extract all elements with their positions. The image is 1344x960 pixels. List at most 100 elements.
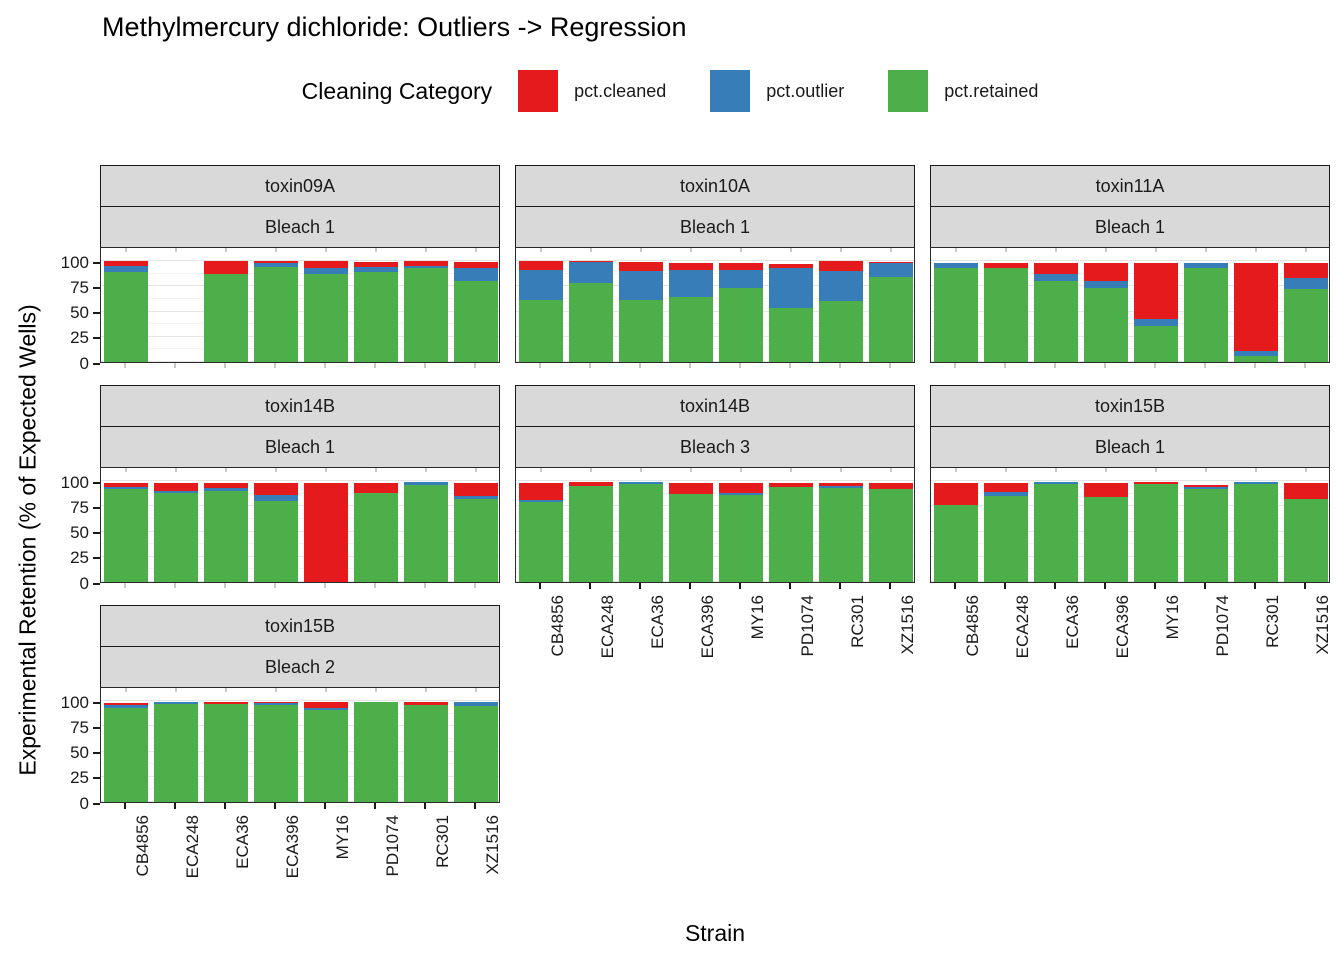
segment-retained-ECA36 — [619, 484, 663, 582]
gridline-minor — [516, 323, 914, 325]
segment-outlier-XZ1516 — [869, 263, 913, 278]
segment-cleaned-ECA248 — [569, 482, 613, 487]
segment-cleaned-ECA396 — [669, 483, 713, 495]
facet-strip-bleach: Bleach 1 — [100, 426, 500, 468]
gridline-minor — [931, 323, 1329, 325]
bar-XZ1516 — [454, 483, 498, 582]
segment-retained-XZ1516 — [1284, 289, 1328, 362]
facet-panel — [930, 467, 1330, 583]
gridline-minor — [931, 517, 1329, 519]
x-tick-label-RC301: RC301 — [848, 595, 867, 648]
segment-cleaned-ECA396 — [1084, 483, 1128, 498]
segment-outlier-ECA396 — [254, 263, 298, 268]
bar-RC301 — [404, 482, 448, 582]
minor-tick-top — [955, 248, 957, 252]
bar-RC301 — [404, 702, 448, 802]
minor-tick-top — [125, 688, 127, 692]
x-tick-label-CB4856: CB4856 — [963, 595, 982, 657]
segment-outlier-MY16 — [304, 268, 348, 275]
bar-RC301 — [819, 261, 863, 362]
segment-retained-ECA36 — [619, 300, 663, 362]
facet-panel — [515, 247, 915, 363]
y-tick — [93, 261, 100, 264]
minor-tick-top — [225, 248, 227, 252]
bar-ECA36 — [204, 483, 248, 582]
segment-cleaned-PD1074 — [354, 483, 398, 494]
y-tick — [93, 802, 100, 805]
y-tick-label-25: 25 — [70, 768, 89, 788]
x-tick-label-XZ1516: XZ1516 — [483, 815, 502, 875]
segment-cleaned-ECA36 — [204, 702, 248, 705]
minor-tick-top — [1255, 248, 1257, 252]
x-tick — [789, 363, 791, 368]
legend-item-cleaned: pct.cleaned — [518, 70, 666, 112]
segment-outlier-ECA396 — [669, 270, 713, 298]
gridline-major — [101, 505, 499, 507]
facet-strip-bleach: Bleach 3 — [515, 426, 915, 468]
gridline-minor — [931, 297, 1329, 299]
bar-ECA248 — [154, 483, 198, 582]
gridline-minor — [101, 297, 499, 299]
segment-retained-ECA396 — [254, 501, 298, 582]
x-tick — [1104, 583, 1106, 589]
bar-MY16 — [304, 483, 348, 582]
x-tick — [124, 583, 126, 588]
segment-cleaned-ECA396 — [254, 261, 298, 264]
x-tick-label-RC301: RC301 — [1263, 595, 1282, 648]
segment-retained-MY16 — [304, 274, 348, 362]
segment-cleaned-ECA396 — [254, 702, 298, 704]
segment-retained-XZ1516 — [869, 277, 913, 362]
minor-tick-top — [125, 468, 127, 472]
bar-ECA36 — [1034, 263, 1078, 362]
segment-cleaned-ECA36 — [619, 262, 663, 272]
x-tick-label-ECA36: ECA36 — [1063, 595, 1082, 649]
bar-ECA36 — [204, 261, 248, 362]
bar-PD1074 — [1184, 485, 1228, 582]
segment-outlier-CB4856 — [519, 270, 563, 301]
facet-toxin14B-bleach-1: toxin14B Bleach 1 — [100, 385, 500, 583]
plot-title: Methylmercury dichloride: Outliers -> Re… — [102, 12, 687, 42]
segment-outlier-MY16 — [1134, 318, 1178, 326]
facet-strip-toxin: toxin11A — [930, 165, 1330, 207]
segment-retained-ECA396 — [669, 297, 713, 362]
x-tick — [1154, 363, 1156, 368]
segment-cleaned-MY16 — [304, 702, 348, 709]
gridline-major — [516, 285, 914, 287]
bar-CB4856 — [934, 263, 978, 362]
segment-retained-CB4856 — [934, 505, 978, 582]
segment-outlier-RC301 — [819, 271, 863, 302]
segment-outlier-ECA396 — [1084, 281, 1128, 289]
minor-tick-top — [375, 248, 377, 252]
segment-cleaned-PD1074 — [354, 262, 398, 268]
minor-tick-top — [890, 248, 892, 252]
minor-tick-top — [640, 468, 642, 472]
gridline-major — [931, 480, 1329, 481]
segment-outlier-RC301 — [1234, 350, 1278, 356]
segment-outlier-ECA248 — [984, 492, 1028, 497]
x-tick — [839, 363, 841, 368]
segment-cleaned-RC301 — [819, 483, 863, 487]
x-tick — [374, 583, 376, 588]
minor-tick-top — [325, 248, 327, 252]
minor-tick-top — [425, 248, 427, 252]
gridline-major — [931, 361, 1329, 362]
gridline-minor — [101, 712, 499, 714]
minor-tick-top — [425, 688, 427, 692]
x-tick — [474, 583, 476, 588]
x-tick — [539, 583, 541, 589]
gridline-minor — [931, 543, 1329, 545]
segment-outlier-RC301 — [819, 486, 863, 489]
minor-tick-top — [1105, 248, 1107, 252]
y-tick — [93, 582, 100, 585]
segment-retained-XZ1516 — [1284, 499, 1328, 582]
minor-tick-top — [1205, 248, 1207, 252]
segment-retained-ECA36 — [204, 491, 248, 582]
segment-cleaned-CB4856 — [519, 483, 563, 501]
x-tick — [274, 803, 276, 809]
bar-ECA248 — [984, 263, 1028, 362]
segment-cleaned-PD1074 — [769, 483, 813, 488]
segment-outlier-CB4856 — [104, 487, 148, 490]
minor-tick-top — [325, 468, 327, 472]
bar-RC301 — [1234, 482, 1278, 582]
